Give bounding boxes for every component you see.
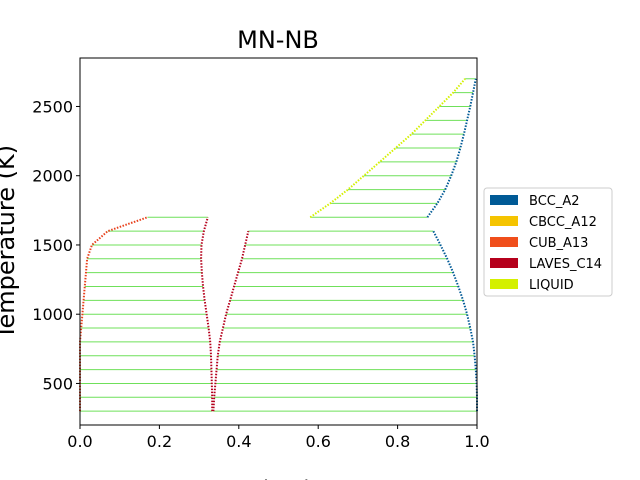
y-tick-label: 2000 (32, 167, 73, 186)
legend-swatch (490, 216, 518, 226)
legend-swatch (490, 279, 518, 289)
x-tick-label: 0.8 (385, 432, 410, 451)
legend-swatch (490, 237, 518, 247)
phase-boundary (426, 78, 477, 218)
phase-boundary (309, 78, 466, 219)
legend-swatch (490, 258, 518, 268)
plot-frame (79, 57, 478, 426)
legend-box (483, 187, 613, 297)
legend-label: CUB_A13 (529, 236, 588, 251)
x-axis-label: X(NB) (243, 476, 313, 480)
legend-label: BCC_A2 (529, 194, 580, 209)
chart-title: MN-NB (237, 26, 319, 54)
legend-label: LIQUID (529, 278, 574, 293)
x-tick-label: 0.0 (67, 432, 92, 451)
y-tick-label: 500 (42, 374, 73, 393)
legend-swatch (490, 195, 518, 205)
x-tick-label: 0.6 (305, 432, 330, 451)
phase-boundary (79, 216, 148, 412)
phase-boundary (432, 230, 478, 412)
y-axis-label: Temperature (K) (0, 145, 20, 340)
y-tick-label: 2500 (32, 97, 73, 116)
legend-label: LAVES_C14 (529, 257, 602, 272)
legend: BCC_A2 CBCC_A12 CUB_A13 LAVES_C14 LIQUID (483, 187, 613, 297)
x-tick-label: 1.0 (464, 432, 489, 451)
phase-boundary (200, 216, 214, 412)
y-tick-label: 1500 (32, 236, 73, 255)
legend-label: CBCC_A12 (529, 215, 597, 230)
phase-boundary (212, 230, 250, 412)
y-tick-label: 1000 (32, 305, 73, 324)
x-tick-label: 0.2 (147, 432, 172, 451)
x-tick-label: 0.4 (226, 432, 251, 451)
